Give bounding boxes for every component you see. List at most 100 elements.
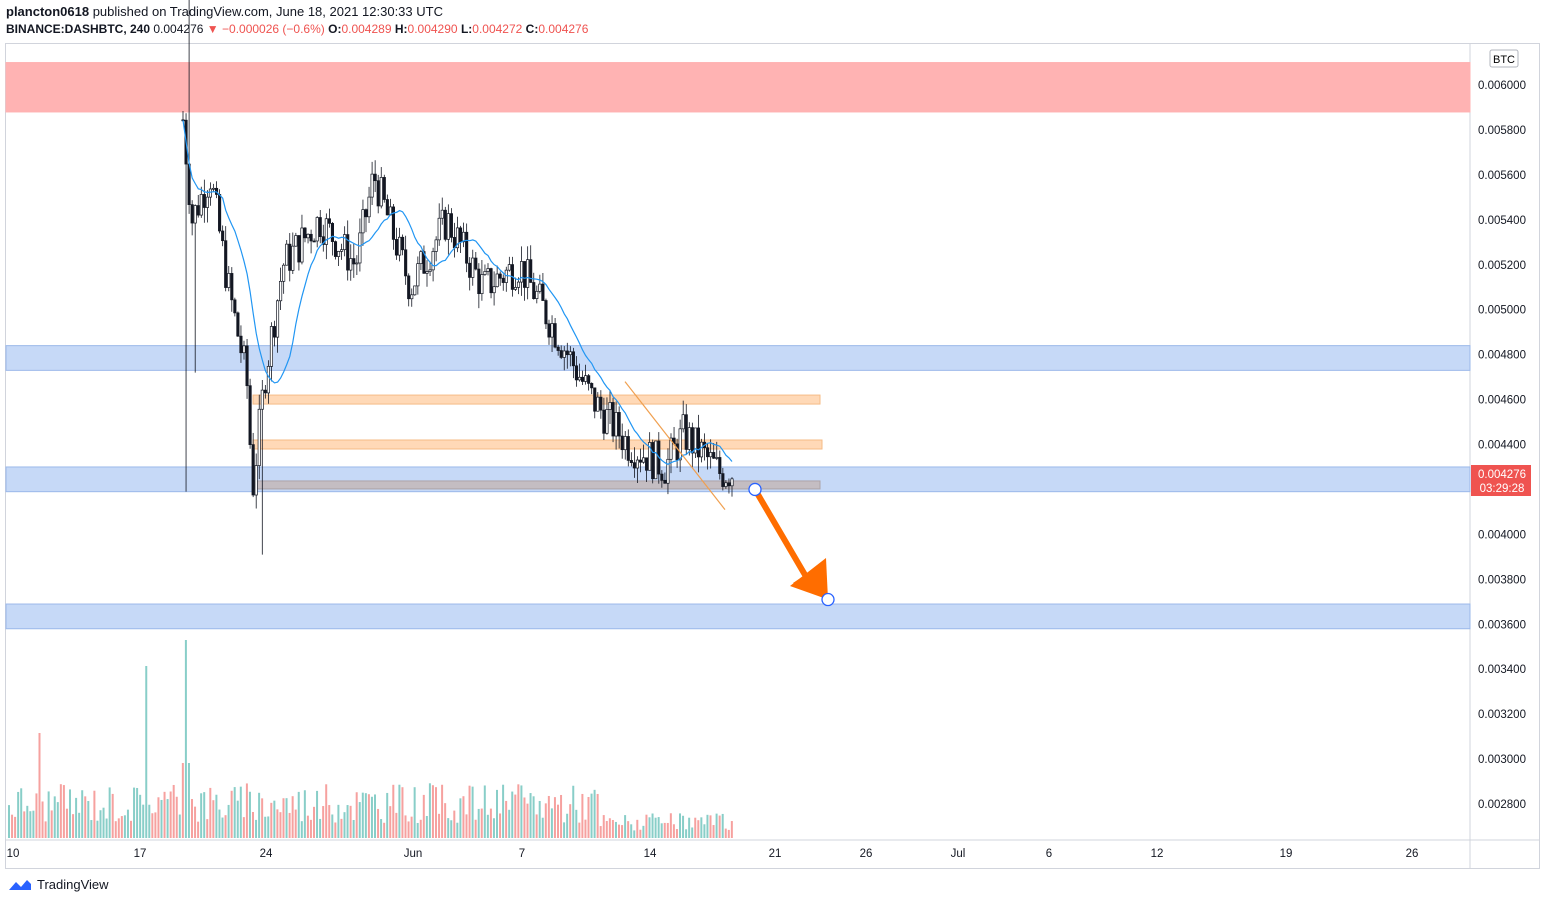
candle-body xyxy=(629,460,633,463)
price-tick-label: 0.005400 xyxy=(1478,215,1526,227)
candle-body xyxy=(477,268,481,295)
candle-body xyxy=(718,457,722,474)
volume-bar xyxy=(148,804,151,838)
time-tick-label: 17 xyxy=(134,848,147,860)
volume-bar xyxy=(651,813,654,838)
volume-bar xyxy=(529,793,532,838)
volume-bar xyxy=(499,813,502,838)
volume-bar xyxy=(669,813,672,838)
volume-bar xyxy=(163,791,166,838)
volume-bar xyxy=(627,821,630,838)
volume-bar xyxy=(194,806,197,838)
volume-bar xyxy=(87,801,90,838)
volume-bar xyxy=(38,733,41,838)
volume-bar xyxy=(328,805,331,838)
volume-bar xyxy=(496,789,498,838)
volume-bar xyxy=(184,640,187,838)
candle-body xyxy=(382,177,386,200)
candle-body xyxy=(474,257,478,270)
currency-badge[interactable] xyxy=(1489,49,1519,68)
volume-bar xyxy=(212,800,215,838)
candle-body xyxy=(337,251,341,257)
volume-bar xyxy=(590,793,593,838)
candle-body xyxy=(632,462,636,469)
volume-bar xyxy=(587,796,590,838)
volume-bar xyxy=(688,817,691,838)
candle-body xyxy=(544,300,548,325)
volume-bar xyxy=(572,785,575,838)
volume-bar xyxy=(538,800,541,838)
candle-body xyxy=(303,227,307,239)
volume-bar xyxy=(300,821,303,838)
price-axis[interactable]: 0.006000 0.005800 0.005600 0.005400 0.005200… xyxy=(1478,80,1526,811)
open-label: O: xyxy=(328,22,342,36)
down-triangle-icon: ▼ xyxy=(206,22,219,36)
candle-body xyxy=(202,194,206,208)
candle-body xyxy=(300,227,304,263)
volume-bar xyxy=(422,794,425,838)
candle-body xyxy=(721,473,725,487)
candle-body xyxy=(519,261,524,283)
candle-body xyxy=(373,173,377,182)
volume-bar xyxy=(471,786,474,838)
volume-bar xyxy=(349,805,352,838)
candle-body xyxy=(327,218,331,224)
price-tick-label: 0.004800 xyxy=(1478,350,1526,362)
volume-bar xyxy=(435,787,437,838)
price-tick-label: 0.003600 xyxy=(1478,619,1526,631)
candle-body xyxy=(641,457,646,463)
volume-bar xyxy=(303,790,306,838)
candle-body xyxy=(285,243,289,266)
time-axis[interactable]: 10 17 24 Jun 7 14 21 26 Jul 6 12 19 26 xyxy=(7,848,1419,860)
volume-bar xyxy=(709,815,712,838)
candle-body xyxy=(425,271,429,274)
last-price-badge xyxy=(1471,465,1531,496)
low-label: L: xyxy=(460,22,473,36)
candle-body xyxy=(455,227,460,249)
volume-bar xyxy=(563,822,566,838)
candle-body xyxy=(529,259,533,283)
candle-body xyxy=(297,235,301,263)
volume-bar xyxy=(578,822,581,838)
volume-bar xyxy=(181,763,184,838)
volume-bar xyxy=(313,806,315,838)
projection-arrow-shaft xyxy=(752,486,811,583)
candle-body xyxy=(376,180,380,207)
volume-bar xyxy=(505,800,508,838)
volume-bar xyxy=(72,814,75,838)
volume-bar xyxy=(245,783,248,838)
volume-bar xyxy=(75,797,78,838)
candle-body xyxy=(434,239,438,252)
price-tick-label: 0.003200 xyxy=(1478,709,1526,721)
candle-body xyxy=(623,436,627,451)
volume-bar xyxy=(718,815,721,838)
tradingview-brand[interactable]: TradingView xyxy=(8,877,109,892)
zone-support-1 xyxy=(5,345,1471,371)
candle-body xyxy=(245,345,249,387)
volume-bar xyxy=(203,792,206,838)
volume-bar xyxy=(608,818,611,838)
symbol-line: BINANCE:DASHBTC, 240 0.004276 ▼ −0.00002… xyxy=(6,22,588,36)
candle-body xyxy=(541,283,545,301)
volume-bar xyxy=(367,794,370,838)
volume-bar xyxy=(120,816,123,838)
volume-bar xyxy=(258,792,261,838)
open-value: 0.004289 xyxy=(341,22,392,36)
candle-body xyxy=(343,234,347,251)
volume-bar xyxy=(123,815,126,838)
candle-body xyxy=(696,427,701,458)
volume-bar xyxy=(648,817,651,838)
candle-body xyxy=(385,199,389,216)
volume-bar xyxy=(700,817,703,838)
volume-bar xyxy=(706,814,709,838)
volume-bar xyxy=(511,791,514,838)
volume-bar xyxy=(160,799,163,838)
close-value: 0.004276 xyxy=(538,22,589,36)
volume-bar xyxy=(374,794,376,838)
volume-bar xyxy=(535,814,538,838)
volume-bar xyxy=(377,808,380,838)
publisher-username[interactable]: plancton0618 xyxy=(6,4,90,19)
price-change: −0.000026 (−0.6%) xyxy=(222,22,325,36)
volume-bar xyxy=(264,816,267,838)
